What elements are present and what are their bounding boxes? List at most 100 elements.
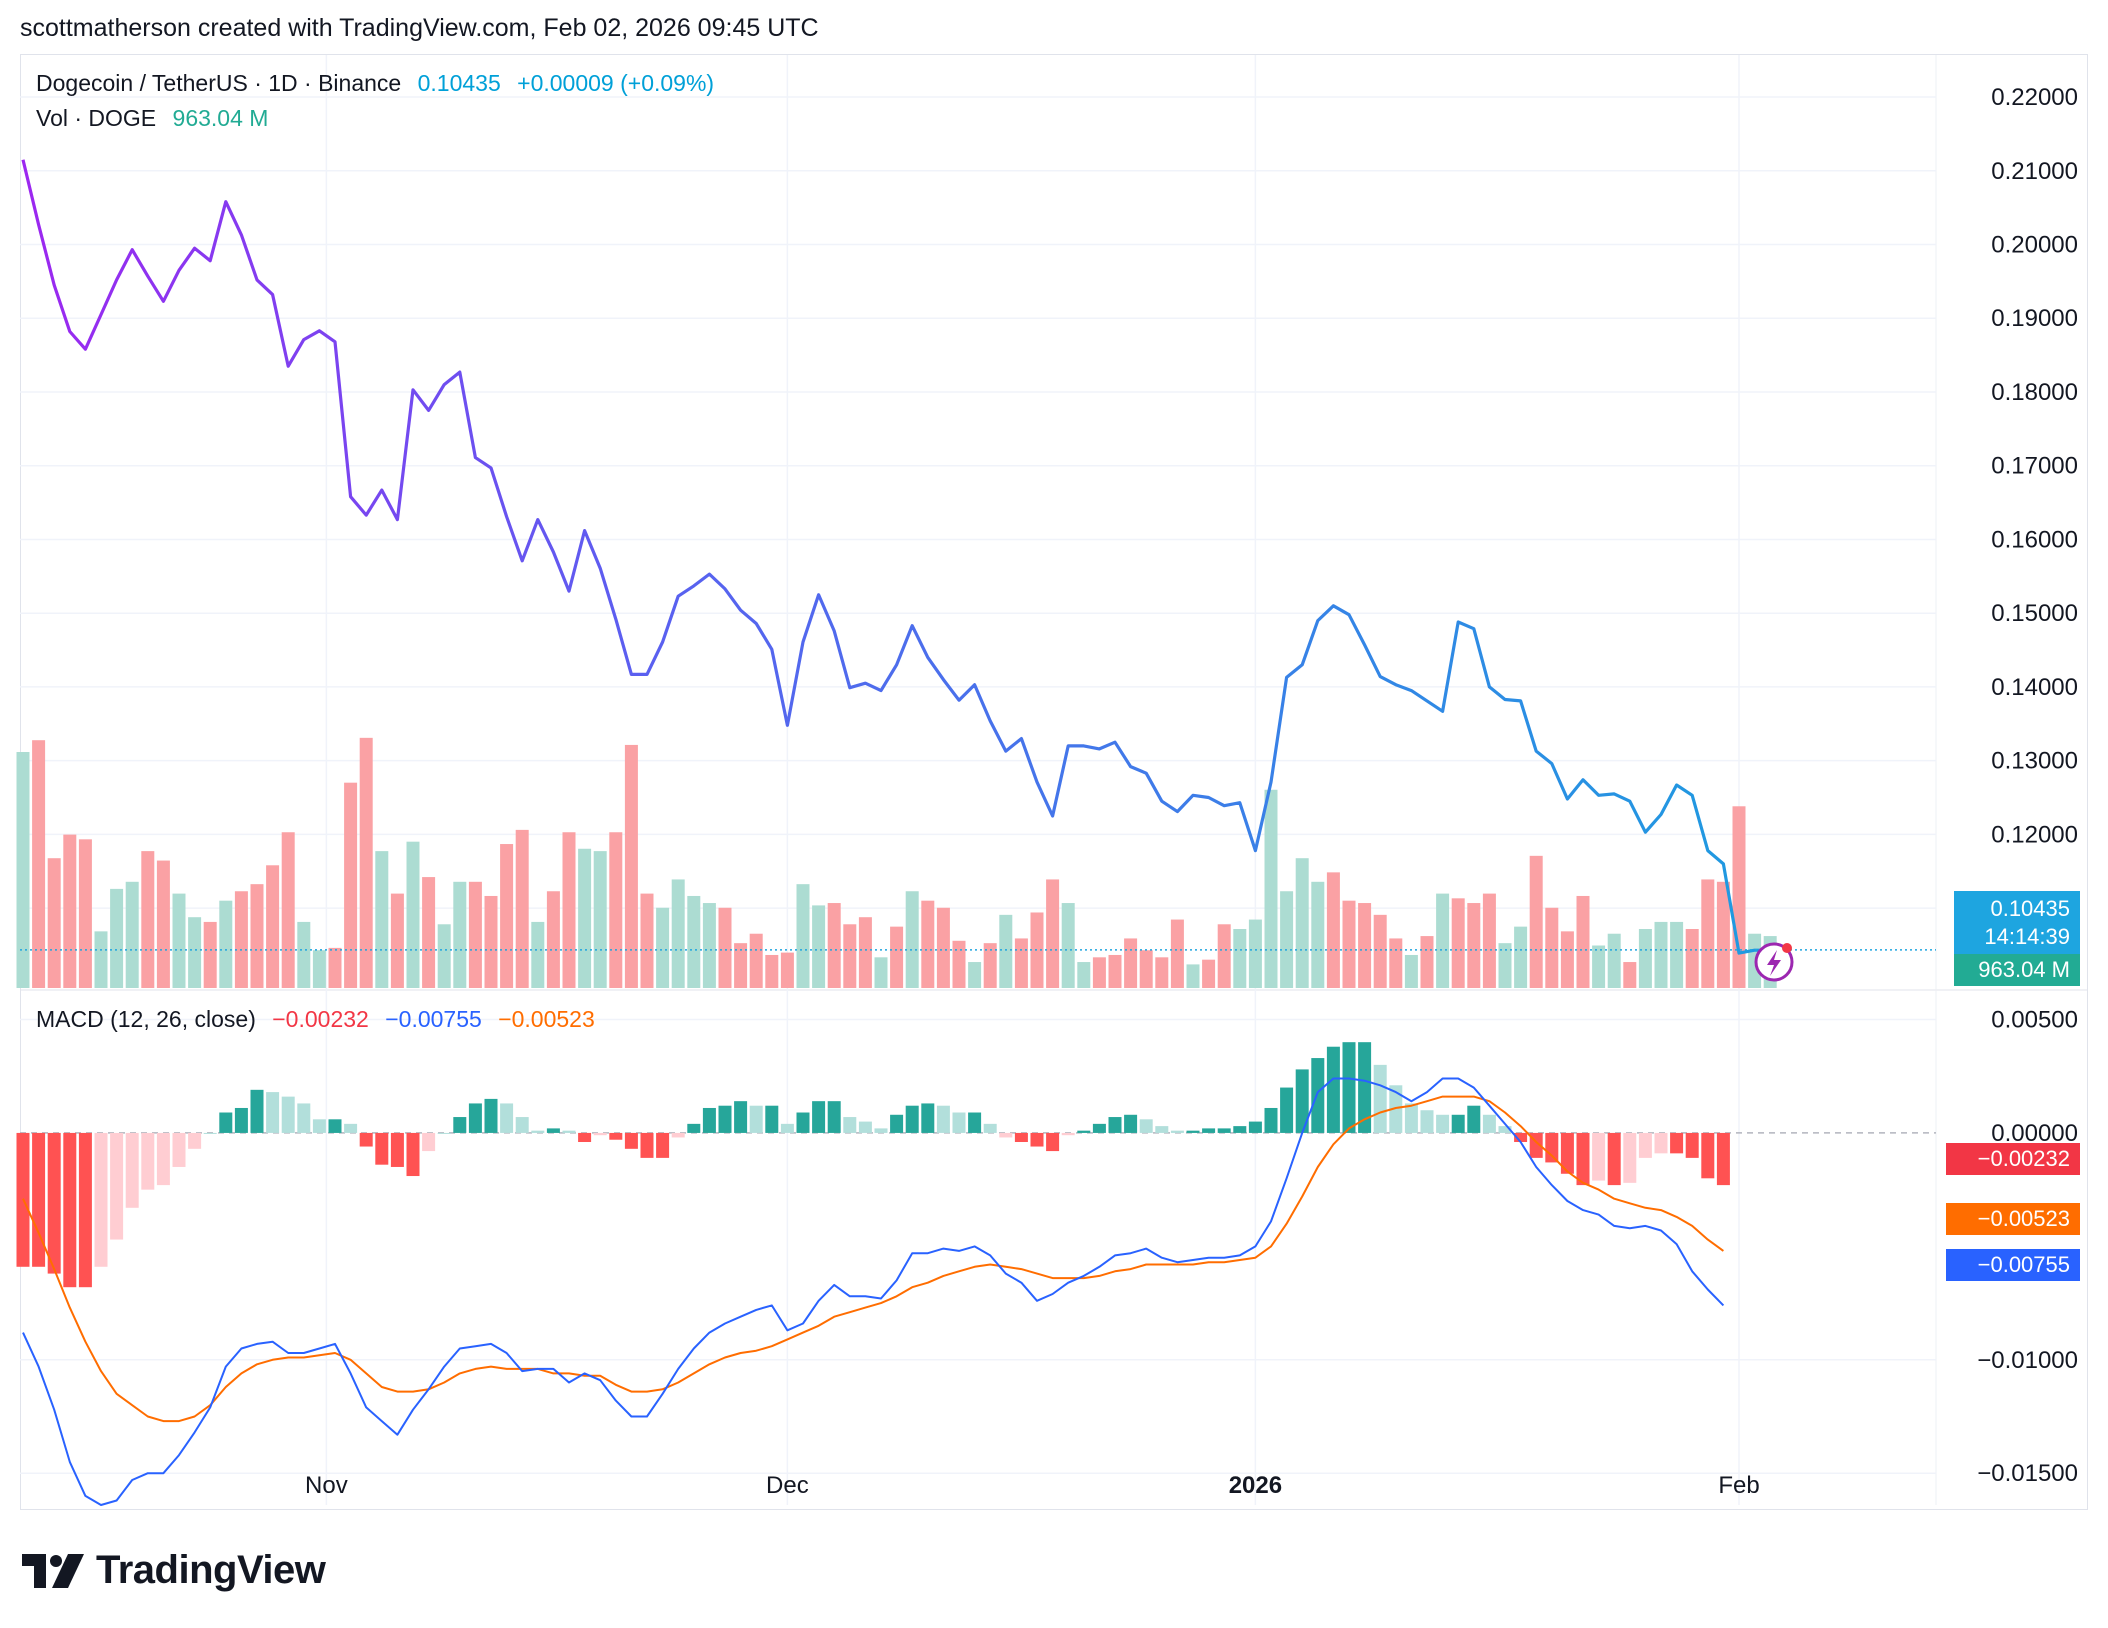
macd-hist-bar[interactable] xyxy=(500,1103,514,1133)
volume-bar[interactable] xyxy=(562,832,576,988)
volume-bar[interactable] xyxy=(94,931,108,988)
volume-bar[interactable] xyxy=(1248,919,1262,988)
price-line[interactable] xyxy=(21,159,1771,955)
macd-hist-bar[interactable] xyxy=(562,1130,576,1133)
volume-bar[interactable] xyxy=(1623,962,1637,988)
macd-hist-bar[interactable] xyxy=(141,1132,155,1190)
volume-bar[interactable] xyxy=(250,884,264,988)
macd-hist-bar[interactable] xyxy=(468,1103,482,1133)
volume-bar[interactable] xyxy=(1482,893,1496,988)
volume-bar[interactable] xyxy=(921,900,935,988)
tradingview-logo[interactable]: TradingView xyxy=(22,1548,326,1593)
volume-bar[interactable] xyxy=(1498,943,1512,988)
macd-hist-bar[interactable] xyxy=(1436,1114,1450,1133)
macd-hist-bar[interactable] xyxy=(1623,1132,1637,1183)
volume-bar[interactable] xyxy=(624,744,638,988)
macd-hist-bar[interactable] xyxy=(1638,1132,1652,1158)
macd-hist-bar[interactable] xyxy=(375,1132,389,1165)
volume-bar[interactable] xyxy=(1592,945,1606,988)
macd-hist-bar[interactable] xyxy=(1514,1132,1528,1143)
macd-hist-bar[interactable] xyxy=(1482,1114,1496,1133)
volume-bar[interactable] xyxy=(1280,891,1294,988)
macd-hist-bar[interactable] xyxy=(328,1119,342,1133)
volume-bar[interactable] xyxy=(422,877,436,988)
macd-hist-bar[interactable] xyxy=(1670,1132,1684,1154)
volume-bar[interactable] xyxy=(827,903,841,988)
macd-hist-bar[interactable] xyxy=(63,1132,77,1288)
volume-bar[interactable] xyxy=(406,841,420,988)
macd-hist-bar[interactable] xyxy=(780,1123,794,1133)
volume-bar[interactable] xyxy=(110,888,124,988)
macd-hist-bar[interactable] xyxy=(422,1132,436,1152)
volume-bar[interactable] xyxy=(47,858,61,988)
macd-hist-bar[interactable] xyxy=(1061,1132,1075,1136)
macd-hist-bar[interactable] xyxy=(1358,1042,1372,1133)
volume-bar[interactable] xyxy=(1186,964,1200,988)
volume-bar[interactable] xyxy=(1685,929,1699,988)
volume-bar[interactable] xyxy=(1077,962,1091,988)
volume-bar[interactable] xyxy=(890,926,904,988)
volume-bar[interactable] xyxy=(578,848,592,988)
macd-hist-bar[interactable] xyxy=(983,1123,997,1133)
volume-bar[interactable] xyxy=(609,832,623,988)
macd-hist-bar[interactable] xyxy=(858,1121,872,1133)
macd-hist-bar[interactable] xyxy=(1186,1130,1200,1133)
volume-bar[interactable] xyxy=(1607,933,1621,988)
volume-bar[interactable] xyxy=(1638,929,1652,988)
macd-hist-bar[interactable] xyxy=(188,1132,202,1149)
volume-bar[interactable] xyxy=(1654,921,1668,988)
volume-bar[interactable] xyxy=(702,903,716,988)
volume-bar[interactable] xyxy=(1014,938,1028,988)
macd-hist-bar[interactable] xyxy=(1560,1132,1574,1174)
volume-bar[interactable] xyxy=(1170,919,1184,988)
macd-hist-bar[interactable] xyxy=(1014,1132,1028,1143)
macd-hist-bar[interactable] xyxy=(578,1132,592,1143)
macd-hist-bar[interactable] xyxy=(1030,1132,1044,1147)
volume-bar[interactable] xyxy=(1217,924,1231,988)
volume-bar[interactable] xyxy=(172,893,186,988)
volume-bar[interactable] xyxy=(812,905,826,988)
volume-bar[interactable] xyxy=(188,917,202,988)
macd-hist-bar[interactable] xyxy=(1654,1132,1668,1154)
macd-hist-bar[interactable] xyxy=(437,1132,451,1134)
volume-bar[interactable] xyxy=(1295,858,1309,988)
macd-hist-bar[interactable] xyxy=(1108,1117,1122,1133)
volume-bar[interactable] xyxy=(843,924,857,988)
volume-bar[interactable] xyxy=(328,947,342,988)
volume-bar[interactable] xyxy=(1701,879,1715,988)
signal-line[interactable] xyxy=(22,1095,1724,1423)
volume-bar[interactable] xyxy=(1670,921,1684,988)
macd-hist-bar[interactable] xyxy=(1451,1114,1465,1133)
macd-hist-bar[interactable] xyxy=(172,1132,186,1167)
volume-bar[interactable] xyxy=(1373,914,1387,988)
macd-hist-bar[interactable] xyxy=(671,1132,685,1138)
macd-hist-bar[interactable] xyxy=(1248,1121,1262,1133)
volume-bar[interactable] xyxy=(1576,895,1590,988)
macd-hist-bar[interactable] xyxy=(765,1105,779,1133)
macd-hist-bar[interactable] xyxy=(1389,1085,1403,1133)
volume-bar[interactable] xyxy=(344,782,358,988)
volume-bar[interactable] xyxy=(765,954,779,988)
volume-bar[interactable] xyxy=(1467,903,1481,988)
macd-hist-bar[interactable] xyxy=(312,1119,326,1133)
macd-hist-bar[interactable] xyxy=(1576,1132,1590,1186)
macd-hist-bar[interactable] xyxy=(936,1105,950,1133)
volume-bar[interactable] xyxy=(1529,855,1543,988)
macd-hist-bar[interactable] xyxy=(656,1132,670,1158)
macd-hist-bar[interactable] xyxy=(999,1132,1013,1138)
macd-hist-bar[interactable] xyxy=(1217,1128,1231,1133)
volume-bar[interactable] xyxy=(141,851,155,988)
macd-hist-bar[interactable] xyxy=(546,1128,560,1133)
volume-bar[interactable] xyxy=(453,881,467,988)
macd-hist-bar[interactable] xyxy=(796,1112,810,1133)
macd-hist-bar[interactable] xyxy=(1295,1069,1309,1133)
volume-bar[interactable] xyxy=(1420,936,1434,988)
volume-bar[interactable] xyxy=(1139,950,1153,988)
volume-bar[interactable] xyxy=(983,943,997,988)
macd-hist-bar[interactable] xyxy=(125,1132,139,1208)
volume-bar[interactable] xyxy=(780,952,794,988)
macd-hist-bar[interactable] xyxy=(1373,1064,1387,1133)
macd-hist-bar[interactable] xyxy=(874,1128,888,1133)
volume-bar[interactable] xyxy=(390,893,404,988)
volume-bar[interactable] xyxy=(156,860,170,988)
